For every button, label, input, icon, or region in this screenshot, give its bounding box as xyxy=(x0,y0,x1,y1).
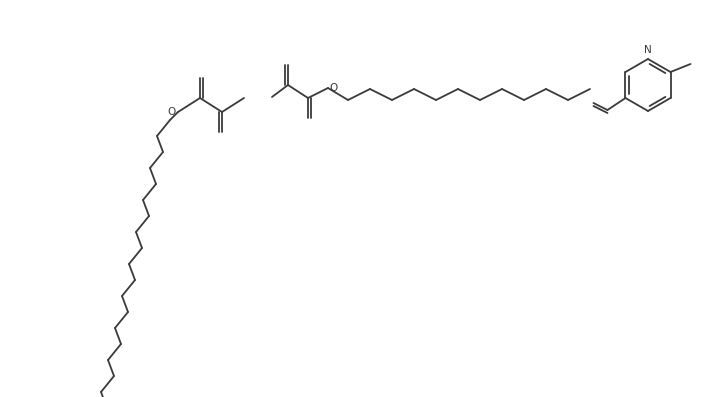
Text: O: O xyxy=(168,107,176,117)
Text: O: O xyxy=(330,83,338,93)
Text: N: N xyxy=(644,45,652,55)
